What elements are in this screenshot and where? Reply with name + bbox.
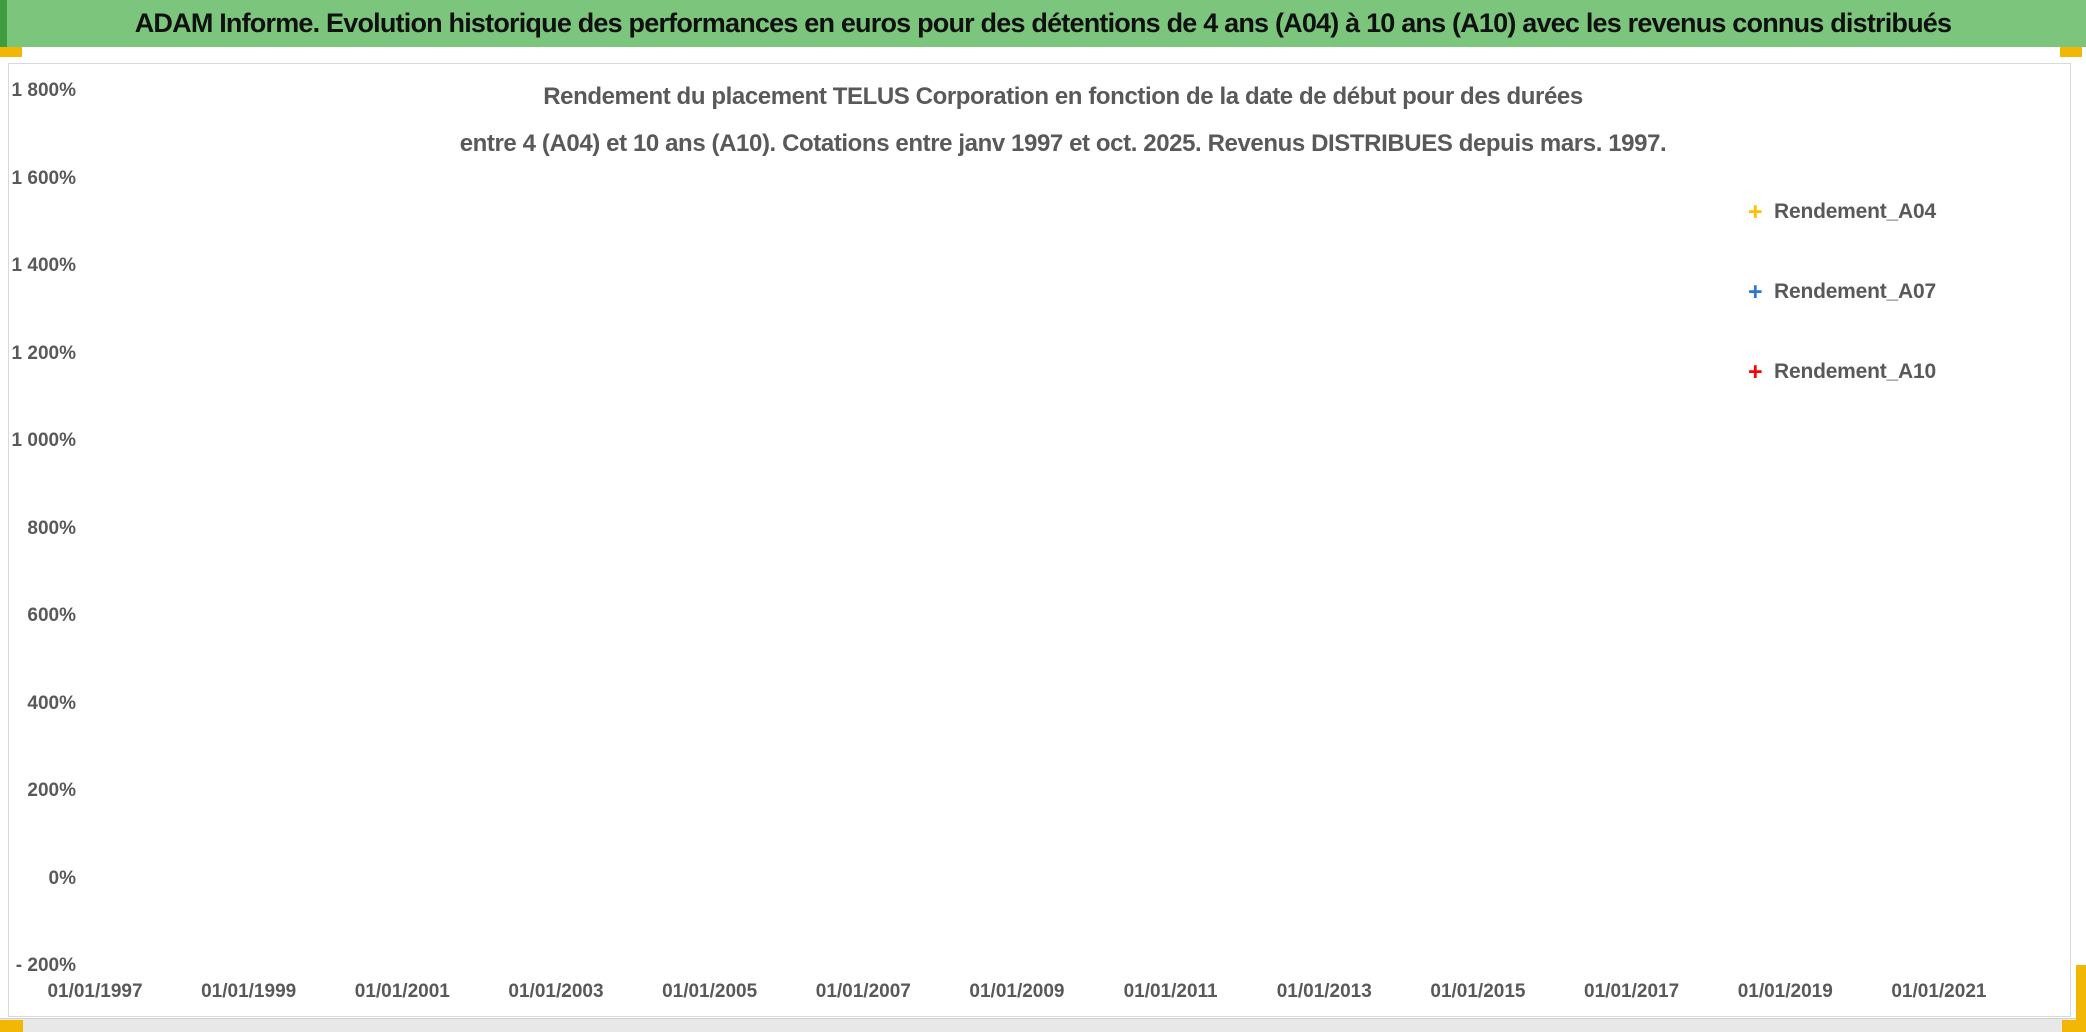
legend-item-rendement-a07[interactable]: + Rendement_A07 [1748, 276, 2068, 308]
y-axis-label: 600% [27, 605, 76, 626]
x-axis-label: 01/01/2005 [662, 981, 758, 1002]
plus-marker-icon: + [1748, 198, 1763, 226]
x-axis-label: 01/01/2021 [1891, 981, 1987, 1002]
y-axis-label: 1 000% [11, 430, 76, 451]
x-axis-label: 01/01/2009 [969, 981, 1065, 1002]
x-axis-label: 01/01/2001 [354, 981, 450, 1002]
legend-label: Rendement_A10 [1774, 360, 1936, 383]
legend-item-rendement-a04[interactable]: + Rendement_A04 [1748, 196, 2068, 228]
y-axis-label: 200% [27, 780, 76, 801]
x-axis-label: 01/01/2015 [1430, 981, 1526, 1002]
x-axis-label: 01/01/2013 [1276, 981, 1372, 1002]
y-axis-label: - 200% [15, 955, 76, 976]
chart-title-line2: entre 4 (A04) et 10 ans (A10). Cotations… [459, 130, 1667, 157]
chart-title-line1: Rendement du placement TELUS Corporation… [543, 83, 1583, 110]
legend-item-rendement-a10[interactable]: + Rendement_A10 [1748, 356, 2068, 388]
x-axis-label: 01/01/2007 [815, 981, 911, 1002]
selection-handle-bottom-left[interactable] [0, 1020, 23, 1032]
y-axis-label: 0% [48, 867, 76, 889]
x-axis-label: 01/01/1999 [201, 981, 297, 1002]
y-axis-label: 800% [27, 517, 76, 539]
banner-title: ADAM Informe. Evolution historique des p… [134, 8, 1952, 38]
y-axis-label: 1 600% [11, 167, 76, 189]
bottom-strip [0, 1018, 2086, 1032]
legend-label: Rendement_A07 [1774, 280, 1936, 303]
x-axis-label: 01/01/2017 [1584, 981, 1680, 1002]
selection-handle-top-right[interactable] [2060, 47, 2082, 57]
x-axis-label: 01/01/2019 [1737, 981, 1833, 1002]
chart-legend: + Rendement_A04 + Rendement_A07 + Rendem… [1748, 196, 2068, 436]
plus-marker-icon: + [1748, 358, 1763, 386]
banner-left-accent [0, 0, 7, 47]
x-axis-label: 01/01/2011 [1123, 981, 1218, 1002]
y-axis-label: 1 200% [11, 342, 76, 364]
y-axis-label: 1 800% [11, 80, 76, 101]
plus-marker-icon: + [1748, 278, 1763, 306]
y-axis-label: 1 400% [11, 255, 76, 276]
chart-object-frame[interactable] [8, 63, 2071, 1017]
legend-label: Rendement_A04 [1774, 200, 1936, 223]
y-axis-label: 400% [27, 692, 76, 714]
selection-handle-bottom-right[interactable] [2062, 1020, 2086, 1032]
selection-handle-right-bar[interactable] [2076, 965, 2086, 1032]
x-axis-label: 01/01/1997 [47, 981, 143, 1002]
selection-handle-top-left[interactable] [0, 47, 22, 57]
x-axis-label: 01/01/2003 [508, 981, 604, 1002]
banner: ADAM Informe. Evolution historique des p… [0, 0, 2086, 47]
